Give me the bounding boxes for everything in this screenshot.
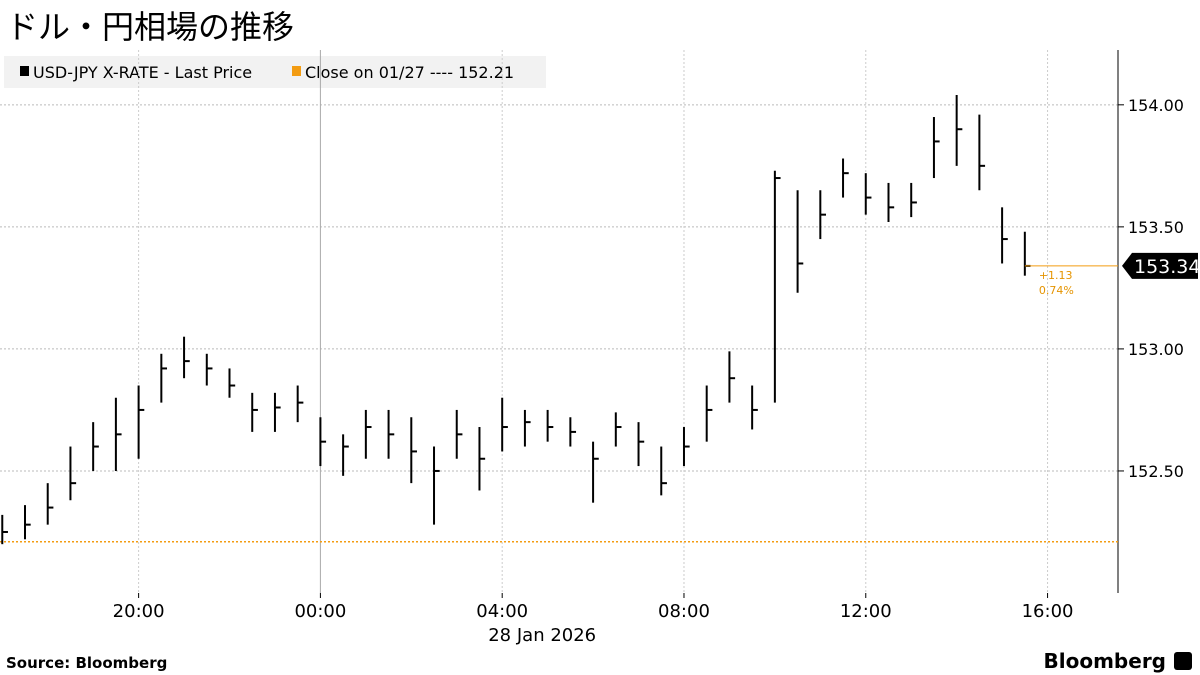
annotation: 0.74% — [1039, 284, 1074, 297]
x-tick-label: 20:00 — [113, 601, 165, 622]
y-tick-label: 153.00 — [1128, 340, 1184, 359]
y-tick-label: 153.50 — [1128, 218, 1184, 237]
legend-swatch — [292, 66, 301, 76]
x-tick-label: 00:00 — [294, 601, 346, 622]
annotation: +1.13 — [1039, 269, 1073, 282]
y-tick-label: 154.00 — [1128, 96, 1184, 115]
legend-label: USD-JPY X-RATE - Last Price — [33, 63, 252, 82]
source: Source: Bloomberg — [6, 654, 167, 672]
x-axis-label: 28 Jan 2026 — [488, 625, 596, 646]
brand-icon — [1174, 652, 1192, 670]
legend-box — [4, 56, 546, 88]
last-badge — [1122, 252, 1198, 279]
brand: Bloomberg — [1044, 649, 1166, 673]
last-value: 153.34 — [1134, 256, 1200, 278]
x-tick-label: 16:00 — [1022, 601, 1074, 622]
x-tick-label: 04:00 — [476, 601, 528, 622]
chart-title: ドル・円相場の推移 — [6, 8, 294, 46]
x-tick-label: 12:00 — [840, 601, 892, 622]
x-tick-label: 08:00 — [658, 601, 710, 622]
y-tick-label: 152.50 — [1128, 462, 1184, 481]
legend-label: Close on 01/27 ---- 152.21 — [305, 63, 514, 82]
legend-swatch — [20, 66, 29, 76]
